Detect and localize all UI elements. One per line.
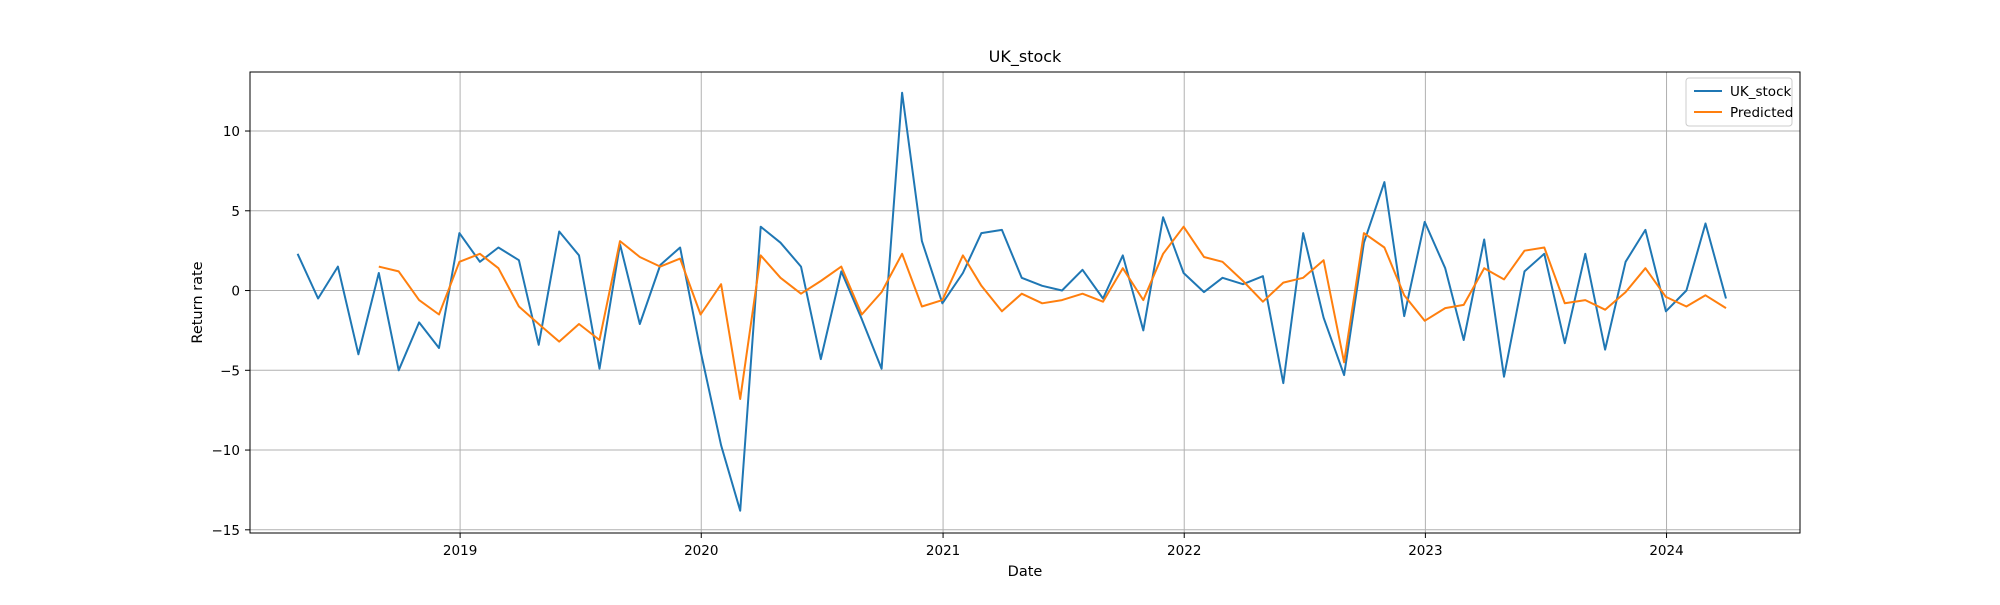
legend-label-predicted: Predicted bbox=[1730, 105, 1793, 121]
y-tick-label: −15 bbox=[212, 523, 241, 539]
x-tick-label: 2022 bbox=[1167, 543, 1201, 559]
grid-layer bbox=[250, 72, 1800, 533]
x-axis-label: Date bbox=[1008, 564, 1043, 580]
series-line-uk-stock bbox=[296, 91, 1727, 512]
x-tick-label: 2020 bbox=[684, 543, 718, 559]
plot-frame bbox=[249, 71, 1801, 534]
tick-layer: −15 −10 −5 0 5 10 2019 2020 2021 2022 2023 2024 bbox=[212, 124, 1684, 559]
x-tick-label: 2019 bbox=[443, 543, 477, 559]
chart-title: UK_stock bbox=[989, 47, 1062, 67]
y-tick-label: 5 bbox=[231, 204, 240, 220]
series-line-predicted bbox=[378, 225, 1727, 400]
series-layer bbox=[296, 91, 1727, 512]
x-tick-label: 2024 bbox=[1649, 543, 1683, 559]
x-tick-label: 2023 bbox=[1408, 543, 1442, 559]
y-tick-label: 0 bbox=[231, 284, 240, 300]
legend-label-uk-stock: UK_stock bbox=[1730, 84, 1791, 100]
y-tick-label: 10 bbox=[223, 124, 240, 140]
y-tick-label: −5 bbox=[220, 363, 240, 379]
y-axis-label: Return rate bbox=[190, 261, 206, 343]
x-tick-label: 2021 bbox=[926, 543, 960, 559]
y-tick-label: −10 bbox=[212, 443, 241, 459]
legend: UK_stock Predicted bbox=[1685, 77, 1793, 127]
